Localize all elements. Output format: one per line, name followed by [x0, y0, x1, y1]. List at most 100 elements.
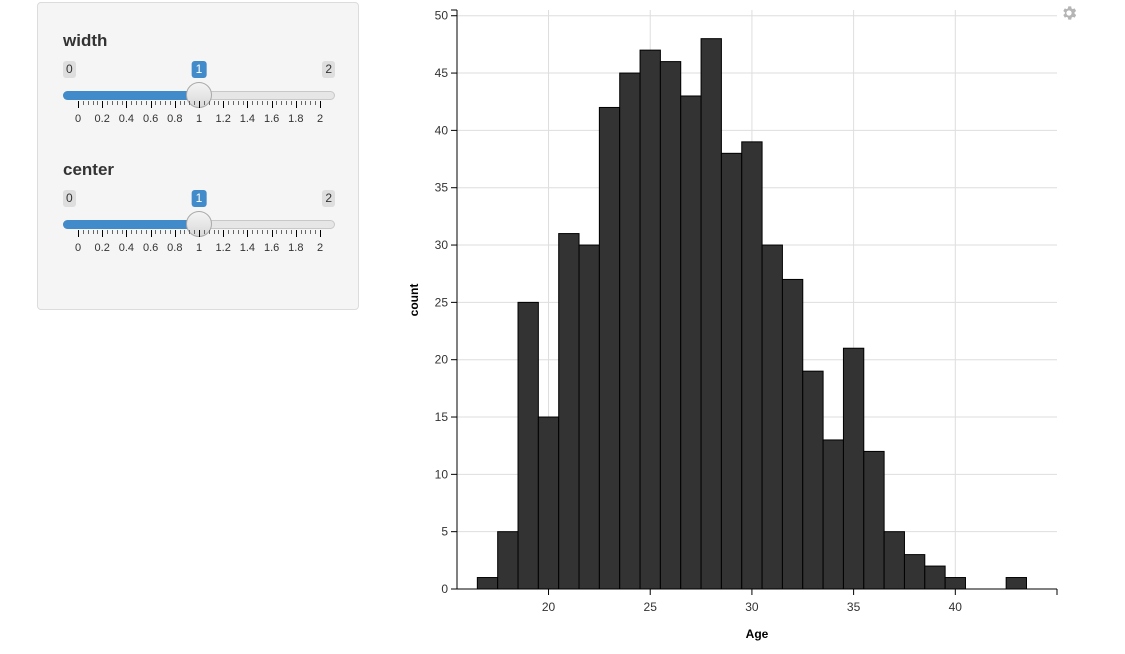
- slider-tick: [213, 230, 215, 234]
- slider-tick: [165, 230, 167, 234]
- width-min-label: 0: [63, 61, 76, 78]
- slider-tick: [247, 230, 249, 237]
- slider-tick: [320, 101, 321, 108]
- slider-tick: [184, 230, 186, 234]
- histogram-bar: [639, 49, 661, 590]
- slider-tick: [290, 230, 292, 234]
- slider-tick-label: 0: [74, 242, 82, 254]
- slider-tick-label: 0.4: [118, 242, 135, 254]
- slider-tick: [286, 230, 288, 234]
- width-slider[interactable]: 0 2 1 0 0.2 0.4 0.6 0.8 1 1.2 1.4 1.6 1.8 2: [63, 61, 335, 141]
- histogram-bar: [802, 370, 824, 590]
- slider-tick: [131, 101, 133, 105]
- slider-tick: [194, 230, 196, 234]
- slider-tick: [184, 101, 186, 105]
- slider-tick-label: 1: [195, 242, 203, 254]
- histogram-bar: [944, 577, 966, 590]
- slider-tick: [228, 101, 230, 105]
- slider-tick: [266, 230, 268, 234]
- slider-tick-label: 0.6: [142, 242, 159, 254]
- center-min-label: 0: [63, 190, 76, 207]
- slider-tick: [169, 101, 171, 105]
- slider-tick: [140, 230, 142, 234]
- slider-tick-label: 0.4: [118, 113, 135, 125]
- age-histogram: 0 5 10 15 20 25 30 35 40 45 50 20 25 30 35 40 Age count: [407, 9, 1058, 641]
- slider-tick: [87, 230, 89, 234]
- histogram-bar: [700, 38, 722, 590]
- slider-tick: [107, 101, 109, 105]
- y-tick-label: 5: [441, 525, 448, 539]
- histogram-bar: [924, 565, 946, 590]
- y-tick-label: 40: [435, 123, 449, 137]
- histogram-bar: [680, 95, 702, 590]
- gear-icon[interactable]: [1060, 4, 1078, 22]
- histogram-bar: [476, 577, 499, 590]
- x-tick-label: 35: [847, 600, 861, 614]
- y-tick-label: 45: [435, 66, 449, 80]
- slider-tick: [150, 101, 152, 108]
- histogram-bar: [903, 554, 926, 590]
- slider-tick: [126, 230, 128, 237]
- slider-tick: [78, 230, 79, 237]
- slider-tick: [276, 101, 278, 105]
- width-value-label: 1: [191, 61, 207, 78]
- slider-tick: [189, 101, 191, 105]
- slider-tick-label: 1.4: [239, 113, 256, 125]
- slider-tick: [261, 230, 263, 234]
- slider-tick-label: 0.6: [142, 113, 159, 125]
- slider-tick: [136, 101, 138, 105]
- slider-tick: [300, 101, 302, 105]
- center-slider[interactable]: 0 2 1 0 0.2 0.4 0.6 0.8 1 1.2 1.4 1.6 1.8 2: [63, 190, 335, 270]
- slider-tick: [271, 230, 273, 237]
- slider-tick: [203, 101, 205, 105]
- histogram-bar: [659, 61, 682, 590]
- center-slider-fill: [63, 220, 199, 229]
- slider-tick: [305, 230, 307, 234]
- slider-tick: [257, 230, 259, 234]
- x-tick-label: 30: [745, 600, 759, 614]
- slider-tick: [92, 230, 94, 234]
- slider-tick: [290, 101, 292, 105]
- slider-tick: [228, 230, 230, 234]
- slider-tick: [247, 101, 249, 108]
- slider-tick: [320, 230, 321, 237]
- histogram-bar: [781, 278, 804, 590]
- slider-tick: [179, 101, 181, 105]
- width-slider-fill: [63, 91, 199, 100]
- x-tick-label: 25: [644, 600, 658, 614]
- slider-tick-label: 0.8: [167, 242, 183, 254]
- histogram-bar: [822, 439, 844, 590]
- slider-tick: [232, 101, 234, 105]
- y-tick-label: 10: [435, 467, 449, 481]
- slider-tick: [242, 101, 244, 105]
- center-max-label: 2: [322, 190, 335, 207]
- slider-tick: [237, 101, 239, 105]
- y-tick-label: 30: [435, 238, 449, 252]
- slider-tick: [310, 101, 312, 105]
- histogram-bar: [517, 301, 539, 590]
- center-slider-ticks: [63, 230, 335, 240]
- slider-tick: [315, 230, 317, 234]
- slider-tick: [208, 101, 210, 105]
- slider-tick: [121, 230, 123, 234]
- slider-tick: [271, 101, 273, 108]
- slider-tick: [82, 101, 84, 105]
- slider-tick: [160, 101, 162, 105]
- slider-tick: [111, 101, 113, 105]
- slider-tick: [199, 101, 200, 108]
- slider-tick: [189, 230, 191, 234]
- histogram-bar: [741, 141, 763, 590]
- width-max-label: 2: [322, 61, 335, 78]
- slider-tick-label: 1.6: [263, 113, 280, 125]
- slider-tick: [281, 101, 283, 105]
- y-tick-label: 20: [435, 353, 449, 367]
- slider-tick: [315, 101, 317, 105]
- width-label: width: [63, 31, 108, 50]
- histogram-bar: [558, 233, 580, 590]
- slider-tick: [281, 230, 283, 234]
- y-axis-title: count: [407, 284, 421, 317]
- slider-tick: [116, 230, 118, 234]
- slider-tick: [300, 230, 302, 234]
- slider-tick: [208, 230, 210, 234]
- slider-tick: [199, 230, 200, 237]
